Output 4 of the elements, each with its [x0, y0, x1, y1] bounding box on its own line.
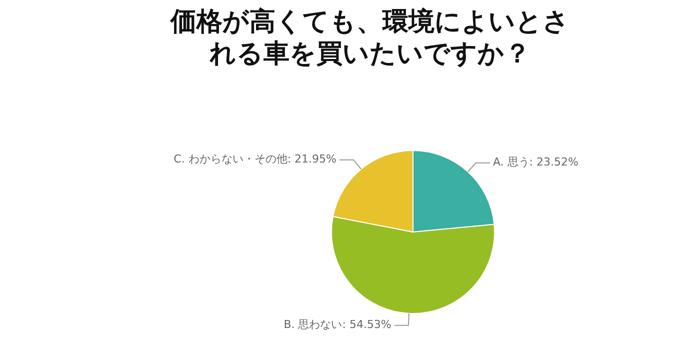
chart-title: 価格が高くても、環境によいとされる車を買いたいですか？: [168, 6, 570, 70]
slice-label: B. 思わない: 54.53%: [284, 318, 392, 332]
slice-label: A. 思う: 23.52%: [492, 156, 578, 169]
slice-label: C. わからない・その他: 21.95%: [174, 152, 337, 166]
